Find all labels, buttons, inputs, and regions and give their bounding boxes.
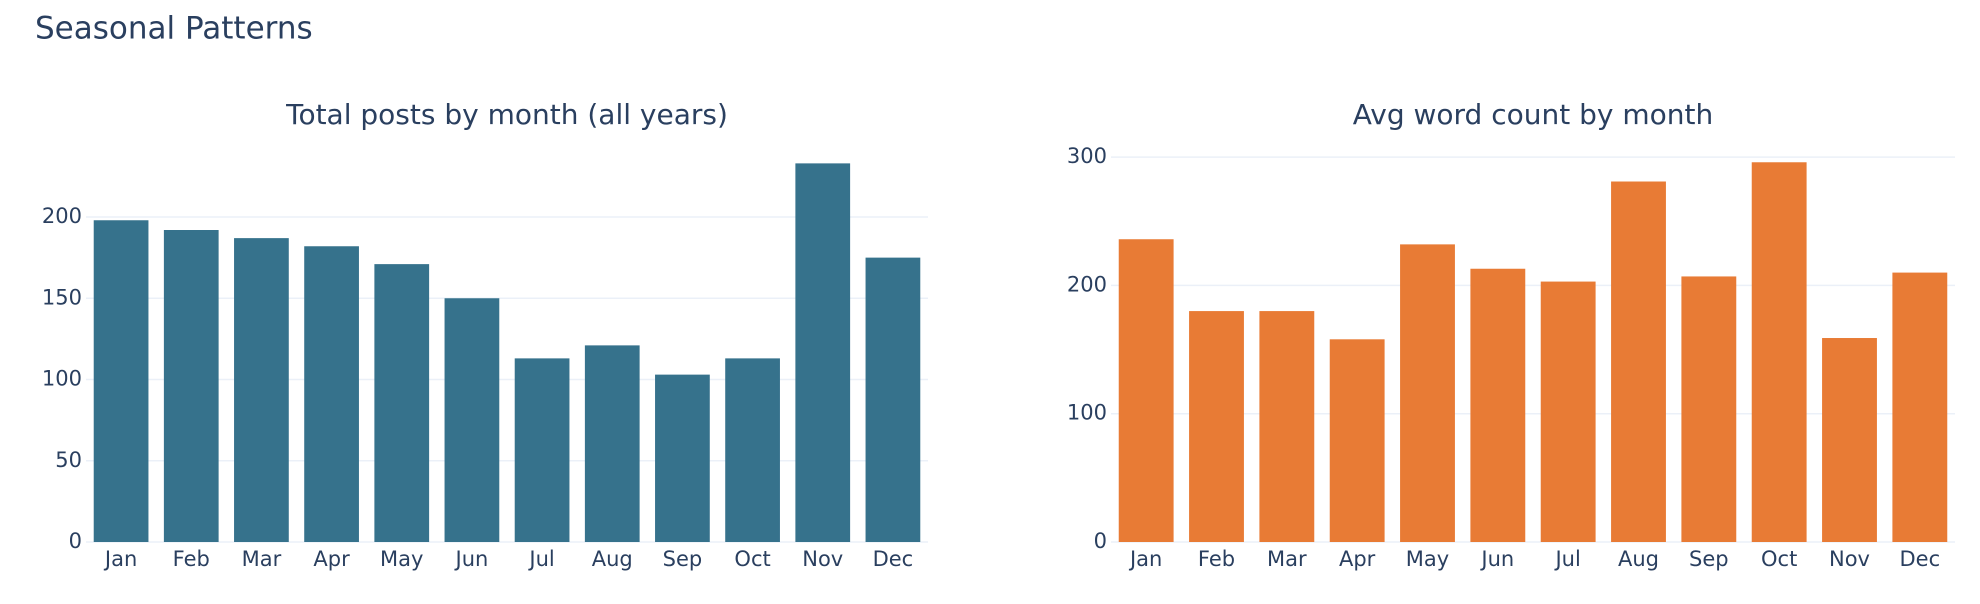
x-tick-label: Jan <box>1128 547 1162 571</box>
bar <box>725 358 780 542</box>
x-tick-label: Aug <box>592 547 633 571</box>
bar <box>1329 339 1385 542</box>
x-tick-label: Jun <box>454 547 489 571</box>
x-tick-label: Mar <box>1267 547 1307 571</box>
x-tick-label: Apr <box>1339 547 1376 571</box>
x-tick-label: May <box>1406 547 1449 571</box>
y-tick-label: 100 <box>42 367 82 391</box>
bar <box>374 264 430 542</box>
bar <box>655 374 710 542</box>
bar <box>234 238 289 542</box>
bar <box>1540 281 1596 542</box>
bar <box>304 246 359 542</box>
x-tick-label: Dec <box>1900 547 1941 571</box>
chart-title: Total posts by month (all years) <box>285 98 728 131</box>
bar <box>444 298 500 542</box>
bar <box>514 358 570 542</box>
bar <box>1681 276 1737 542</box>
bar <box>584 345 640 542</box>
x-tick-label: Jul <box>1553 547 1580 571</box>
x-tick-label: Feb <box>1198 547 1235 571</box>
y-tick-label: 200 <box>1067 272 1107 296</box>
bar <box>1892 272 1948 542</box>
x-tick-label: Sep <box>1689 547 1729 571</box>
x-tick-label: Feb <box>173 547 210 571</box>
x-tick-label: Oct <box>734 547 770 571</box>
y-tick-label: 200 <box>42 204 82 228</box>
x-tick-label: Jan <box>103 547 137 571</box>
x-tick-label: Oct <box>1761 547 1797 571</box>
bar <box>1822 338 1877 542</box>
x-tick-label: Aug <box>1618 547 1659 571</box>
x-tick-label: Nov <box>802 547 843 571</box>
bar <box>1400 244 1455 543</box>
x-tick-label: Jun <box>1479 547 1514 571</box>
bar <box>1611 181 1666 542</box>
y-tick-label: 50 <box>55 448 82 472</box>
bar <box>1189 311 1244 542</box>
x-tick-label: Jul <box>527 547 554 571</box>
bar <box>93 220 149 542</box>
bar <box>1259 311 1315 542</box>
x-tick-label: Sep <box>663 547 703 571</box>
bar <box>1118 239 1174 542</box>
y-tick-label: 300 <box>1067 144 1107 168</box>
x-tick-label: Apr <box>313 547 350 571</box>
bar <box>1470 268 1526 542</box>
y-tick-label: 0 <box>69 529 82 553</box>
y-tick-label: 150 <box>42 285 82 309</box>
bar <box>1751 162 1807 542</box>
page-title: Seasonal Patterns <box>35 11 313 47</box>
x-tick-label: May <box>380 547 423 571</box>
x-tick-label: Nov <box>1829 547 1870 571</box>
y-tick-label: 100 <box>1067 401 1107 425</box>
x-tick-label: Mar <box>242 547 282 571</box>
x-tick-label: Dec <box>873 547 914 571</box>
chart-title: Avg word count by month <box>1353 98 1714 131</box>
bar <box>795 163 851 542</box>
bar <box>865 257 921 542</box>
y-tick-label: 0 <box>1094 529 1107 553</box>
bar <box>163 230 219 542</box>
